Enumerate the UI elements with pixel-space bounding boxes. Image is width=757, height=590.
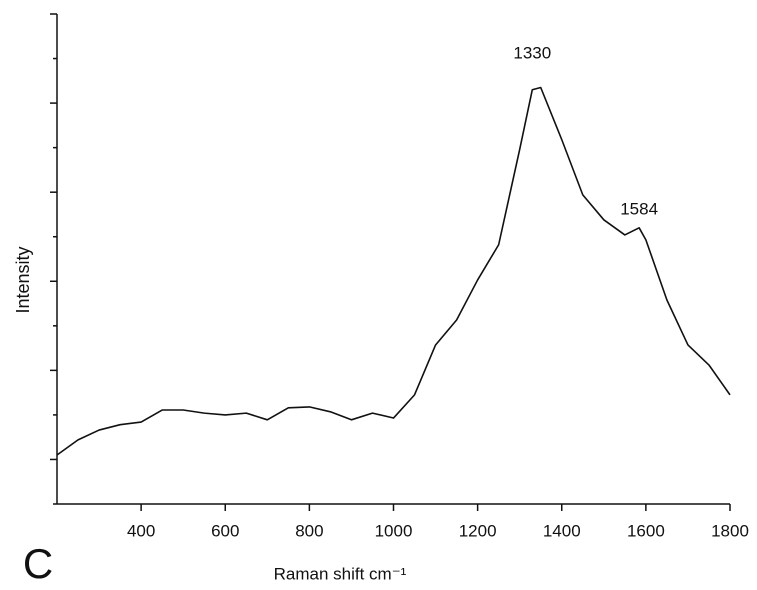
x-tick-label: 400 (127, 521, 155, 540)
x-tick-label: 1400 (543, 521, 581, 540)
x-tick-label: 1800 (711, 521, 749, 540)
x-tick-label: 1600 (627, 521, 665, 540)
panel-label: C (23, 540, 53, 587)
annotation: 1330 (513, 44, 551, 63)
x-tick-label: 1000 (375, 521, 413, 540)
data-line (56, 86, 731, 456)
x-tick-label: 800 (295, 521, 323, 540)
x-tick-label: 1200 (459, 521, 497, 540)
x-tick-label: 600 (211, 521, 239, 540)
annotation: 1584 (620, 199, 658, 218)
y-axis-label: Intensity (13, 246, 33, 313)
x-axis-label: Raman shift cm⁻¹ (274, 564, 407, 583)
